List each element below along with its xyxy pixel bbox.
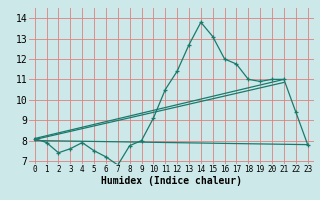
X-axis label: Humidex (Indice chaleur): Humidex (Indice chaleur) [101,176,242,186]
